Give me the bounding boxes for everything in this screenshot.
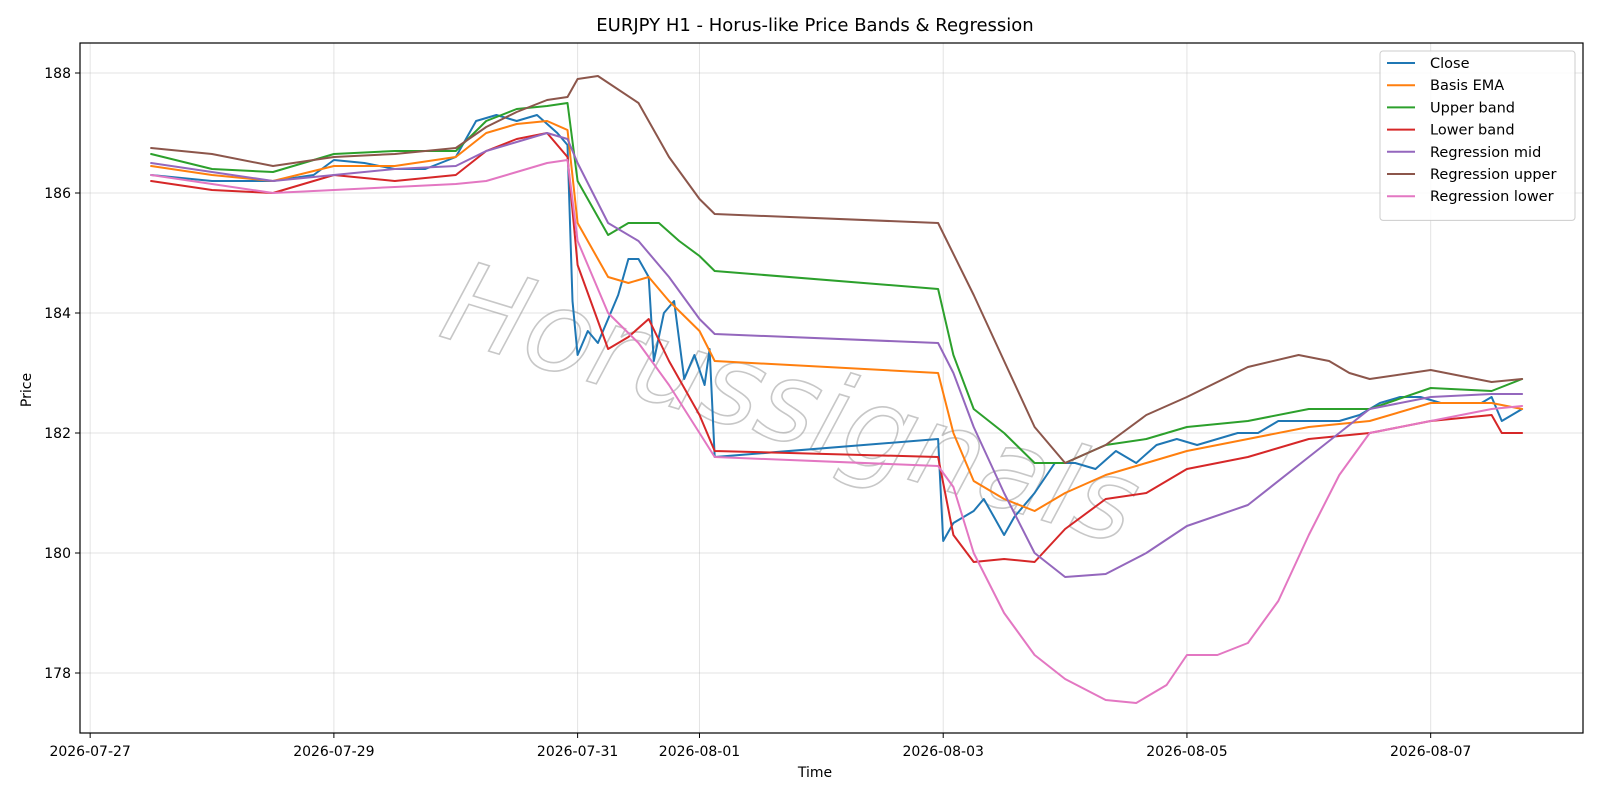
- x-tick-label: 2026-07-31: [537, 744, 618, 760]
- legend-label-basis-ema: Basis EMA: [1430, 78, 1504, 94]
- x-axis-label: Time: [797, 765, 832, 781]
- x-tick-label: 2026-08-05: [1146, 744, 1227, 760]
- y-tick-label: 178: [44, 666, 71, 682]
- series-line-regression-upper: [150, 75, 1524, 464]
- series-line-basis-ema: [150, 120, 1524, 512]
- x-tick-label: 2026-08-07: [1390, 744, 1471, 760]
- series-line-regression-lower: [150, 159, 1524, 704]
- legend-box: [1379, 50, 1576, 221]
- legend-label-regression-mid: Regression mid: [1430, 145, 1541, 161]
- watermark-text: Horussignals: [429, 237, 1153, 571]
- series-line-regression-mid: [150, 132, 1524, 578]
- legend: Close Basis EMA Upper band Lower band Regres…: [1379, 50, 1576, 221]
- y-tick-label: 184: [44, 306, 71, 322]
- legend-label-regression-upper: Regression upper: [1430, 167, 1556, 183]
- legend-label-lower-band: Lower band: [1430, 123, 1515, 139]
- y-tick-label: 180: [44, 546, 71, 562]
- x-tick-label: 2026-07-27: [49, 744, 130, 760]
- chart-title: EURJPY H1 - Horus-like Price Bands & Reg…: [596, 15, 1033, 36]
- legend-label-regression-lower: Regression lower: [1430, 189, 1554, 205]
- y-tick-label: 182: [44, 426, 71, 442]
- y-axis: 178 180 182 184 186 188: [44, 66, 80, 682]
- grid: [80, 43, 1583, 733]
- series-layer: [150, 75, 1524, 704]
- legend-label-close: Close: [1430, 56, 1470, 72]
- y-axis-label: Price: [19, 373, 35, 407]
- x-axis: 2026-07-27 2026-07-29 2026-07-31 2026-08-01…: [49, 733, 1471, 760]
- y-tick-label: 188: [44, 66, 71, 82]
- x-tick-label: 2026-07-29: [293, 744, 374, 760]
- series-line-lower-band: [150, 132, 1524, 563]
- plot-area-frame: [79, 42, 1584, 734]
- series-line-upper-band: [150, 102, 1524, 464]
- x-tick-label: 2026-08-03: [903, 744, 984, 760]
- legend-label-upper-band: Upper band: [1430, 100, 1515, 116]
- y-tick-label: 186: [44, 186, 71, 202]
- watermark: Horussignals: [428, 236, 1154, 572]
- x-tick-label: 2026-08-01: [659, 744, 740, 760]
